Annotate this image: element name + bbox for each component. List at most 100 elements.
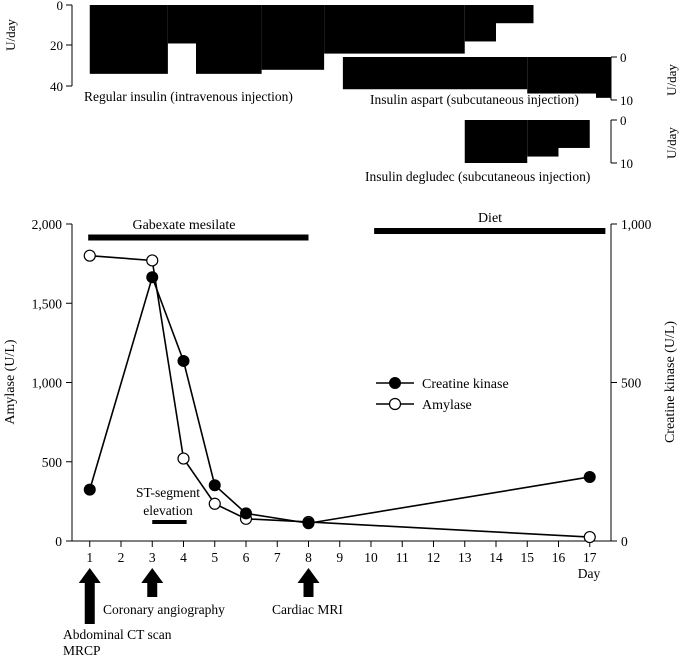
st-segment-label-line1: ST-segment [136, 485, 200, 500]
creatine-kinase-point [583, 470, 596, 483]
legend-amylase-label: Amylase [422, 398, 472, 413]
main-chart: 1 2 3 4 5 6 7 8 9 10 11 12 13 14 15 16 17 05001,0001,500… [3, 217, 678, 581]
regular-insulin-bar [167, 5, 196, 44]
creatine-kinase-point [83, 483, 96, 496]
x-axis-label: Day [578, 566, 601, 581]
regular-insulin-bar [324, 5, 465, 54]
x-tick-label: 6 [243, 550, 250, 565]
regular-insulin-bars [89, 5, 534, 74]
x-tick-label: 5 [211, 550, 218, 565]
regular-insulin-bar [496, 5, 534, 24]
legend-amylase-marker [388, 397, 402, 411]
left-y-tick-label: 0 [55, 534, 62, 549]
amylase-point [177, 452, 190, 465]
event-arrows [78, 568, 320, 624]
insulin-aspart-panel: 0 10 U/day Insulin aspart (subcutaneous … [342, 50, 679, 108]
diet-label: Diet [478, 211, 502, 226]
insulin-degludec-bar [527, 120, 559, 157]
insulin-degludec-bars [464, 120, 590, 163]
gabexate-mesilate-bar [88, 234, 309, 241]
amylase-points [83, 249, 596, 544]
regular-insulin-tick-label: 20 [50, 38, 63, 53]
event-label-angiography: Coronary angiography [103, 602, 225, 617]
creatine-kinase-point [240, 507, 252, 520]
creatine-kinase-point [302, 517, 315, 530]
x-ticks: 1 2 3 4 5 6 7 8 9 10 11 12 13 14 15 16 17 [86, 541, 597, 565]
left-y-label: Amylase (U/L) [3, 339, 18, 424]
regular-insulin-tick-label: 40 [50, 79, 63, 94]
regular-insulin-bar [464, 5, 496, 42]
insulin-aspart-y-label: U/day [664, 64, 679, 96]
x-tick-label: 1 [86, 550, 93, 565]
insulin-degludec-bar [464, 120, 528, 163]
regular-insulin-tick-label: 0 [57, 0, 64, 13]
insulin-degludec-bar [558, 120, 590, 148]
right-y-ticks: 0 500 1,000 [611, 217, 652, 549]
x-tick-label: 14 [489, 550, 503, 565]
creatine-kinase-point [177, 354, 190, 367]
insulin-degludec-panel: 0 10 U/day Insulin degludec (subcutaneou… [365, 113, 679, 184]
legend-ck-label: Creatine kinase [422, 377, 509, 392]
amylase-point [583, 530, 596, 544]
left-y-ticks: 0 500 1,000 1,500 2,000 [32, 217, 72, 549]
event-label-mrcp: MRCP [63, 643, 101, 656]
insulin-aspart-bar [596, 57, 611, 98]
creatine-kinase-points [83, 271, 596, 530]
amylase-point [83, 249, 96, 262]
insulin-aspart-bar [342, 57, 528, 90]
left-y-tick-label: 2,000 [32, 217, 63, 232]
x-tick-label: 8 [305, 550, 312, 565]
event-label-ct: Abdominal CT scan [63, 627, 172, 642]
insulin-degludec-y-label: U/day [664, 127, 679, 159]
right-y-tick-label: 0 [621, 534, 628, 549]
legend: Creatine kinase Amylase [376, 377, 509, 413]
event-arrow [141, 568, 164, 597]
x-tick-label: 15 [521, 550, 535, 565]
legend-ck-marker [389, 377, 401, 389]
insulin-aspart-bars [342, 57, 611, 98]
insulin-aspart-tick-label: 10 [620, 93, 633, 108]
left-y-tick-label: 500 [42, 455, 63, 470]
x-tick-label: 9 [336, 550, 343, 565]
diet-bar [374, 228, 606, 234]
regular-insulin-bar [196, 5, 262, 74]
left-y-tick-label: 1,000 [32, 376, 63, 391]
event-label-cardiac-mri: Cardiac MRI [272, 602, 343, 617]
x-tick-label: 17 [583, 550, 597, 565]
event-arrow [297, 568, 320, 597]
left-y-tick-label: 1,500 [32, 296, 63, 311]
regular-insulin-label: Regular insulin (intravenous injection) [84, 89, 293, 104]
regular-insulin-bar [89, 5, 168, 74]
insulin-degludec-tick-label: 0 [620, 113, 627, 128]
amylase-point [146, 254, 159, 267]
right-y-tick-label: 500 [621, 376, 642, 391]
insulin-degludec-label: Insulin degludec (subcutaneous injection… [365, 169, 590, 184]
insulin-aspart-label: Insulin aspart (subcutaneous injection) [370, 92, 579, 107]
gabexate-mesilate-label: Gabexate mesilate [132, 218, 235, 233]
amylase-point [208, 497, 221, 510]
regular-insulin-bar [261, 5, 325, 70]
x-tick-label: 12 [427, 550, 441, 565]
st-segment-label-line2: elevation [143, 503, 193, 518]
x-tick-label: 10 [364, 550, 378, 565]
event-arrow [78, 568, 101, 624]
x-tick-label: 4 [180, 550, 187, 565]
insulin-aspart-bar [527, 57, 596, 94]
creatine-kinase-point [146, 271, 159, 284]
right-y-label: Creatine kinase (U/L) [663, 321, 678, 443]
x-tick-label: 13 [458, 550, 472, 565]
insulin-aspart-tick-label: 0 [620, 50, 627, 65]
treatment-bars: Gabexate mesilate Diet [88, 211, 606, 241]
regular-insulin-y-label: U/day [3, 19, 18, 51]
x-tick-label: 3 [149, 550, 156, 565]
insulin-degludec-tick-label: 10 [620, 156, 633, 171]
x-tick-label: 11 [396, 550, 409, 565]
x-tick-label: 7 [274, 550, 281, 565]
x-tick-label: 2 [118, 550, 125, 565]
st-segment-bar [152, 520, 187, 524]
regular-insulin-panel: 0 20 40 U/day Regular insulin (intraveno… [3, 0, 534, 104]
x-tick-label: 16 [552, 550, 566, 565]
right-y-tick-label: 1,000 [621, 217, 652, 232]
creatine-kinase-point [208, 479, 221, 492]
